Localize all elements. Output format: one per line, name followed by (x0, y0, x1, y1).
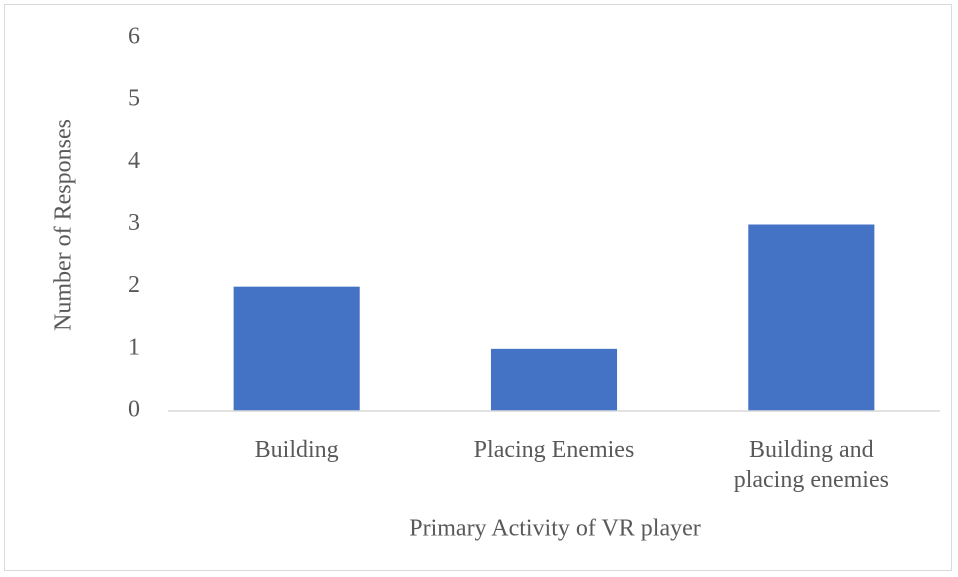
x-tick-label: Building and placing enemies (733, 437, 889, 493)
y-axis-title: Number of Responses (51, 119, 77, 331)
y-tick-label: 1 (128, 334, 140, 360)
bar (748, 224, 875, 411)
y-tick-label: 0 (128, 397, 140, 423)
bar (233, 286, 360, 411)
y-tick-label: 3 (128, 210, 140, 236)
y-tick-label: 4 (128, 148, 140, 174)
y-tick-label: 2 (128, 272, 140, 298)
x-axis-title: Primary Activity of VR player (409, 516, 701, 542)
y-tick-label: 6 (128, 24, 140, 50)
chart-frame (4, 4, 952, 571)
x-tick-label: Placing Enemies (473, 437, 635, 463)
x-tick-label: Building (254, 437, 339, 463)
bar (490, 348, 618, 411)
y-tick-label: 5 (128, 86, 140, 112)
